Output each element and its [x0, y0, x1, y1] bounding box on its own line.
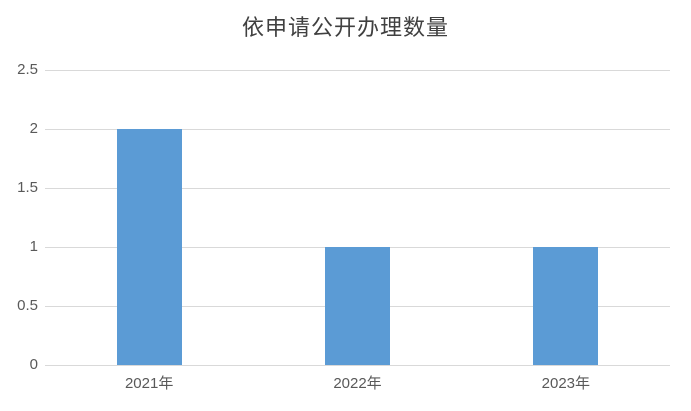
y-axis-tick-label: 1: [29, 238, 38, 255]
plot-area: [45, 69, 670, 366]
gridline: [45, 187, 670, 189]
chart-title: 依申请公开办理数量: [241, 16, 449, 41]
x-axis-category-label: 2023年: [541, 375, 591, 392]
y-axis-tick-label: 0: [29, 356, 38, 373]
y-axis-tick-label: 2.5: [17, 61, 38, 78]
x-axis-category-label: 2021年: [124, 375, 174, 392]
bar-2023年: [533, 247, 599, 365]
bar-2022年: [325, 247, 390, 365]
bar-2021年: [116, 129, 182, 365]
gridline: [45, 364, 670, 366]
gridline: [45, 69, 670, 71]
y-axis-tick-label: 0.5: [17, 297, 38, 314]
y-axis-tick-label: 1.5: [17, 179, 38, 196]
y-axis-tick-label: 2: [29, 120, 38, 137]
x-axis-category-label: 2022年: [333, 375, 382, 392]
gridline: [45, 128, 670, 130]
